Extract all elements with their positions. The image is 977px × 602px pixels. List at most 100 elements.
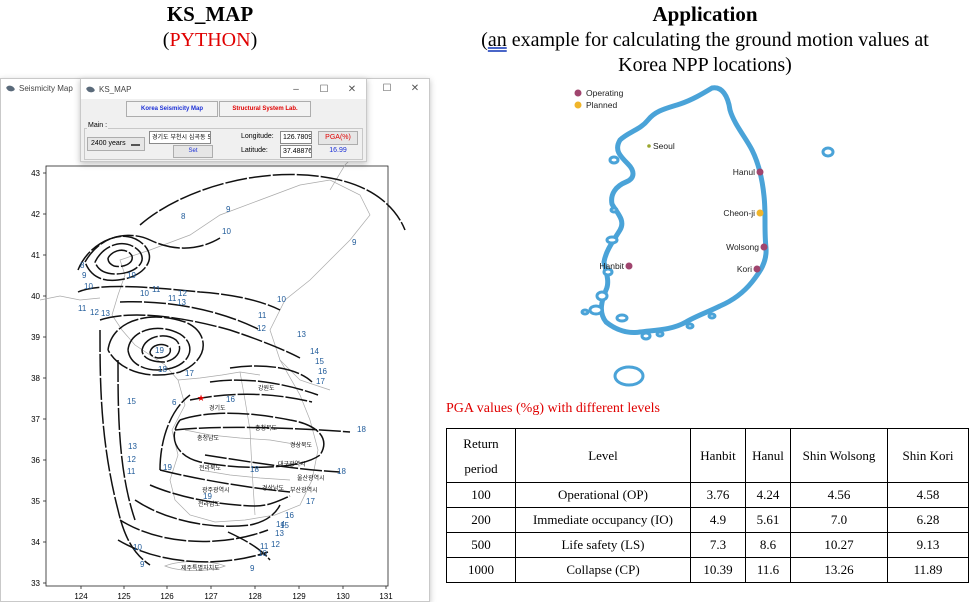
ksmap-window: KS_MAP – ☐ ✕ Korea Seismicity Map Struct… (80, 78, 367, 162)
contour-value-label: 16 (285, 511, 294, 520)
y-tick-label: 37 (31, 415, 40, 424)
ksmap-titlebar: KS_MAP – ☐ ✕ (81, 79, 366, 99)
contour-value-label: 13 (128, 442, 137, 451)
address-input[interactable]: 경기도 부천시 심곡동 552 (149, 131, 211, 144)
table-cell: 7.0 (790, 507, 888, 533)
cheonji-marker (756, 209, 764, 217)
contour-value-label: 13 (275, 529, 284, 538)
table-row: 1000 Collapse (CP) 10.39 11.6 13.26 11.89 (446, 557, 969, 583)
table-row: 100 Operational (OP) 3.76 4.24 4.56 4.58 (446, 482, 969, 508)
contour-value-label: 10 (277, 295, 286, 304)
return-period-dropdown[interactable]: 2400 years (87, 137, 145, 151)
return-period-value: 2400 years (91, 140, 126, 147)
app-feather-icon (85, 84, 96, 94)
table-cell: Immediate occupancy (IO) (515, 507, 691, 533)
right-title: Application (652, 2, 758, 26)
table-row: 200 Immediate occupancy (IO) 4.9 5.61 7.0 6.2… (446, 507, 969, 533)
contour-value-label: 10 (222, 227, 231, 236)
longitude-label: Longitude: (241, 133, 274, 140)
y-tick-label: 38 (31, 374, 40, 383)
table-cell: 4.58 (887, 482, 969, 508)
contour-value-label: 10 (140, 289, 149, 298)
korea-seismicity-map-button[interactable]: Korea Seismicity Map (126, 101, 218, 117)
pga-button[interactable]: PGA(%) (318, 131, 358, 145)
y-tick-label: 40 (31, 292, 40, 301)
contour-value-label: 9 (250, 564, 255, 573)
hanbit-marker (625, 262, 633, 270)
table-cell: 4.9 (690, 507, 746, 533)
seoul-marker (647, 144, 651, 148)
province-label: 광주광역시 (202, 486, 230, 494)
structural-system-lab-button[interactable]: Structural System Lab. (219, 101, 311, 117)
contour-value-label: 9 (226, 205, 231, 214)
contour-value-label: 17 (316, 377, 325, 386)
pga-caption: PGA values (%g) with different levels (446, 401, 660, 416)
header-hanul: Hanul (745, 428, 791, 483)
wolsong-label: Wolsong (726, 242, 759, 252)
left-subtitle: (PYTHON) (0, 29, 420, 52)
set-button[interactable]: Set (173, 145, 213, 158)
y-tick-label: 42 (31, 210, 40, 219)
pga-table: Return period Level Hanbit Hanul Shin Wo… (446, 428, 969, 583)
contour-value-label: 11 (78, 304, 87, 313)
x-tick-label: 126 (160, 592, 174, 601)
table-cell: 11.6 (745, 557, 791, 583)
contour-value-label: 14 (310, 347, 319, 356)
contour-value-label: 12 (257, 324, 266, 333)
province-label: 충청북도 (255, 424, 278, 432)
header-shin-wolsong: Shin Wolsong (790, 428, 888, 483)
contour-value-label: 12 (178, 289, 187, 298)
y-tick-label: 43 (31, 169, 40, 178)
close-icon[interactable]: ✕ (410, 82, 420, 94)
province-label: 경상북도 (290, 441, 313, 449)
contour-value-label: 12 (271, 540, 280, 549)
header-shin-kori: Shin Kori (887, 428, 969, 483)
province-label: 강원도 (258, 384, 275, 392)
contour-value-label: 18 (337, 467, 346, 476)
hanbit-label: Hanbit (599, 261, 624, 271)
contour-value-label: 15 (280, 521, 289, 530)
seoul-label: Seoul (653, 141, 675, 151)
table-cell: 9.13 (887, 532, 969, 558)
left-title: KS_MAP (166, 2, 254, 26)
x-tick-label: 125 (117, 592, 131, 601)
contour-value-label: 18 (250, 465, 259, 474)
right-subtitle-line1: (an example for calculating the ground m… (435, 29, 975, 52)
province-label: 경상남도 (262, 484, 285, 492)
contour-value-label: 13 (101, 309, 110, 318)
wolsong-marker (760, 243, 768, 251)
minimize-icon[interactable]: – (293, 83, 299, 95)
province-label: 충청남도 (197, 434, 220, 442)
header-return-period: Return period (446, 428, 516, 483)
right-subtitle-rest: example for calculating the ground motio… (506, 29, 929, 51)
right-subtitle-line2: Korea NPP locations) (618, 54, 792, 76)
latitude-input[interactable]: 37.48876 (280, 145, 312, 158)
contour-value-label: 11 (152, 285, 161, 294)
kori-marker (753, 265, 761, 273)
contour-value-label: 10 (258, 549, 267, 558)
npp-legend: Operating Planned (574, 88, 624, 110)
selected-location-marker: ★ (197, 393, 205, 403)
table-cell: 5.61 (745, 507, 791, 533)
maximize-icon[interactable]: ☐ (319, 83, 329, 95)
maximize-icon[interactable]: ☐ (382, 82, 392, 94)
contour-value-label: 10 (133, 543, 142, 552)
table-header-row: Return period Level Hanbit Hanul Shin Wo… (446, 428, 969, 483)
header-hanbit: Hanbit (690, 428, 746, 483)
cheonji-label: Cheon-ji (723, 208, 755, 218)
table-cell: Collapse (CP) (515, 557, 691, 583)
table-cell: 11.89 (887, 557, 969, 583)
province-label: 전라북도 (199, 464, 222, 472)
legend-operating-label: Operating (586, 88, 624, 98)
table-cell: 3.76 (690, 482, 746, 508)
table-cell: Operational (OP) (515, 482, 691, 508)
contour-value-label: 15 (127, 397, 136, 406)
left-subtitle-language: PYTHON (169, 29, 251, 51)
contour-value-label: 17 (306, 497, 315, 506)
table-cell: 13.26 (790, 557, 888, 583)
contour-value-label: 16 (318, 367, 327, 376)
close-icon[interactable]: ✕ (347, 83, 357, 95)
table-cell: 10.27 (790, 532, 888, 558)
longitude-input[interactable]: 126.7809 (280, 131, 312, 144)
province-label: 경기도 (209, 404, 226, 412)
